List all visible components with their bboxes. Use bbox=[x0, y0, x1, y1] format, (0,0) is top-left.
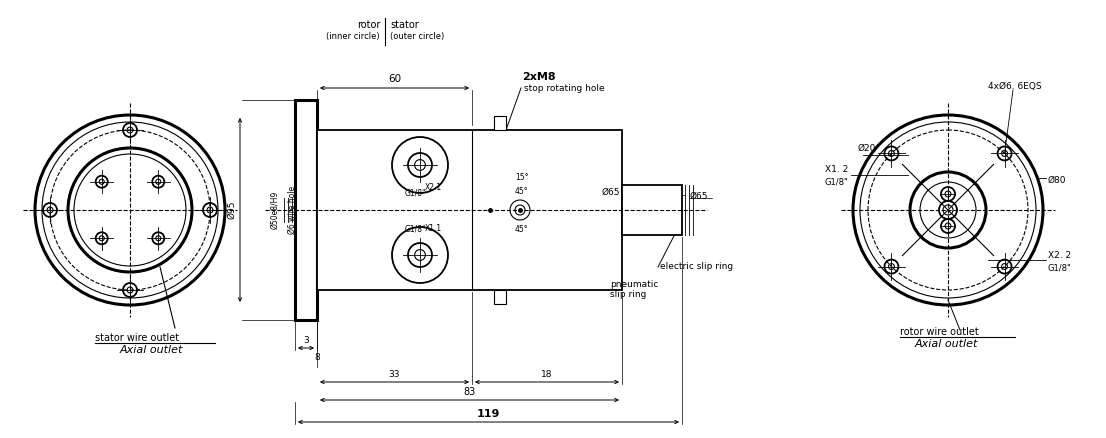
Text: Ø50e8/H9: Ø50e8/H9 bbox=[271, 191, 280, 229]
Text: Ø6 wire hole: Ø6 wire hole bbox=[288, 186, 296, 234]
Text: 4xØ6. 6EQS: 4xØ6. 6EQS bbox=[988, 82, 1042, 92]
Bar bbox=[295, 100, 317, 320]
Text: (outer circle): (outer circle) bbox=[390, 32, 445, 41]
Text: stator: stator bbox=[390, 20, 419, 30]
Text: stop rotating hole: stop rotating hole bbox=[524, 84, 605, 93]
Text: X1.1: X1.1 bbox=[425, 224, 442, 233]
Text: Ø95: Ø95 bbox=[227, 201, 236, 219]
Text: X2. 2: X2. 2 bbox=[1048, 251, 1071, 259]
Text: 8: 8 bbox=[314, 353, 320, 362]
Text: rotor: rotor bbox=[356, 20, 380, 30]
Bar bbox=[494, 116, 507, 130]
Bar bbox=[622, 185, 682, 235]
Text: Ø20: Ø20 bbox=[858, 144, 876, 152]
Text: X2.1: X2.1 bbox=[425, 183, 442, 192]
Text: X1. 2: X1. 2 bbox=[825, 166, 848, 174]
Bar bbox=[494, 290, 507, 304]
Text: 15°: 15° bbox=[515, 173, 529, 182]
Text: (inner circle): (inner circle) bbox=[326, 32, 380, 41]
Text: 60: 60 bbox=[388, 74, 401, 84]
Text: stator wire outlet: stator wire outlet bbox=[95, 333, 179, 343]
Text: electric slip ring: electric slip ring bbox=[660, 262, 733, 271]
Text: 119: 119 bbox=[477, 409, 500, 419]
Text: 18: 18 bbox=[541, 370, 553, 379]
Text: 2xM8: 2xM8 bbox=[522, 72, 555, 82]
Text: Axial outlet: Axial outlet bbox=[915, 339, 979, 349]
Text: G1/8": G1/8" bbox=[405, 189, 426, 198]
Text: Axial outlet: Axial outlet bbox=[119, 345, 184, 355]
Text: G1/8": G1/8" bbox=[1048, 264, 1072, 272]
Text: Ø65: Ø65 bbox=[690, 191, 709, 201]
Text: G1/8": G1/8" bbox=[405, 224, 426, 233]
Text: 3: 3 bbox=[303, 336, 309, 345]
Text: 83: 83 bbox=[463, 387, 476, 397]
Text: 45°: 45° bbox=[515, 187, 529, 197]
Text: rotor wire outlet: rotor wire outlet bbox=[900, 327, 979, 337]
Text: G1/8": G1/8" bbox=[824, 177, 848, 187]
Text: 45°: 45° bbox=[515, 226, 529, 234]
Text: Ø65: Ø65 bbox=[602, 187, 620, 197]
Text: pneumatic
slip ring: pneumatic slip ring bbox=[611, 280, 658, 300]
Text: 33: 33 bbox=[388, 370, 399, 379]
Bar bbox=[317, 130, 622, 290]
Text: Ø80: Ø80 bbox=[1048, 176, 1066, 184]
